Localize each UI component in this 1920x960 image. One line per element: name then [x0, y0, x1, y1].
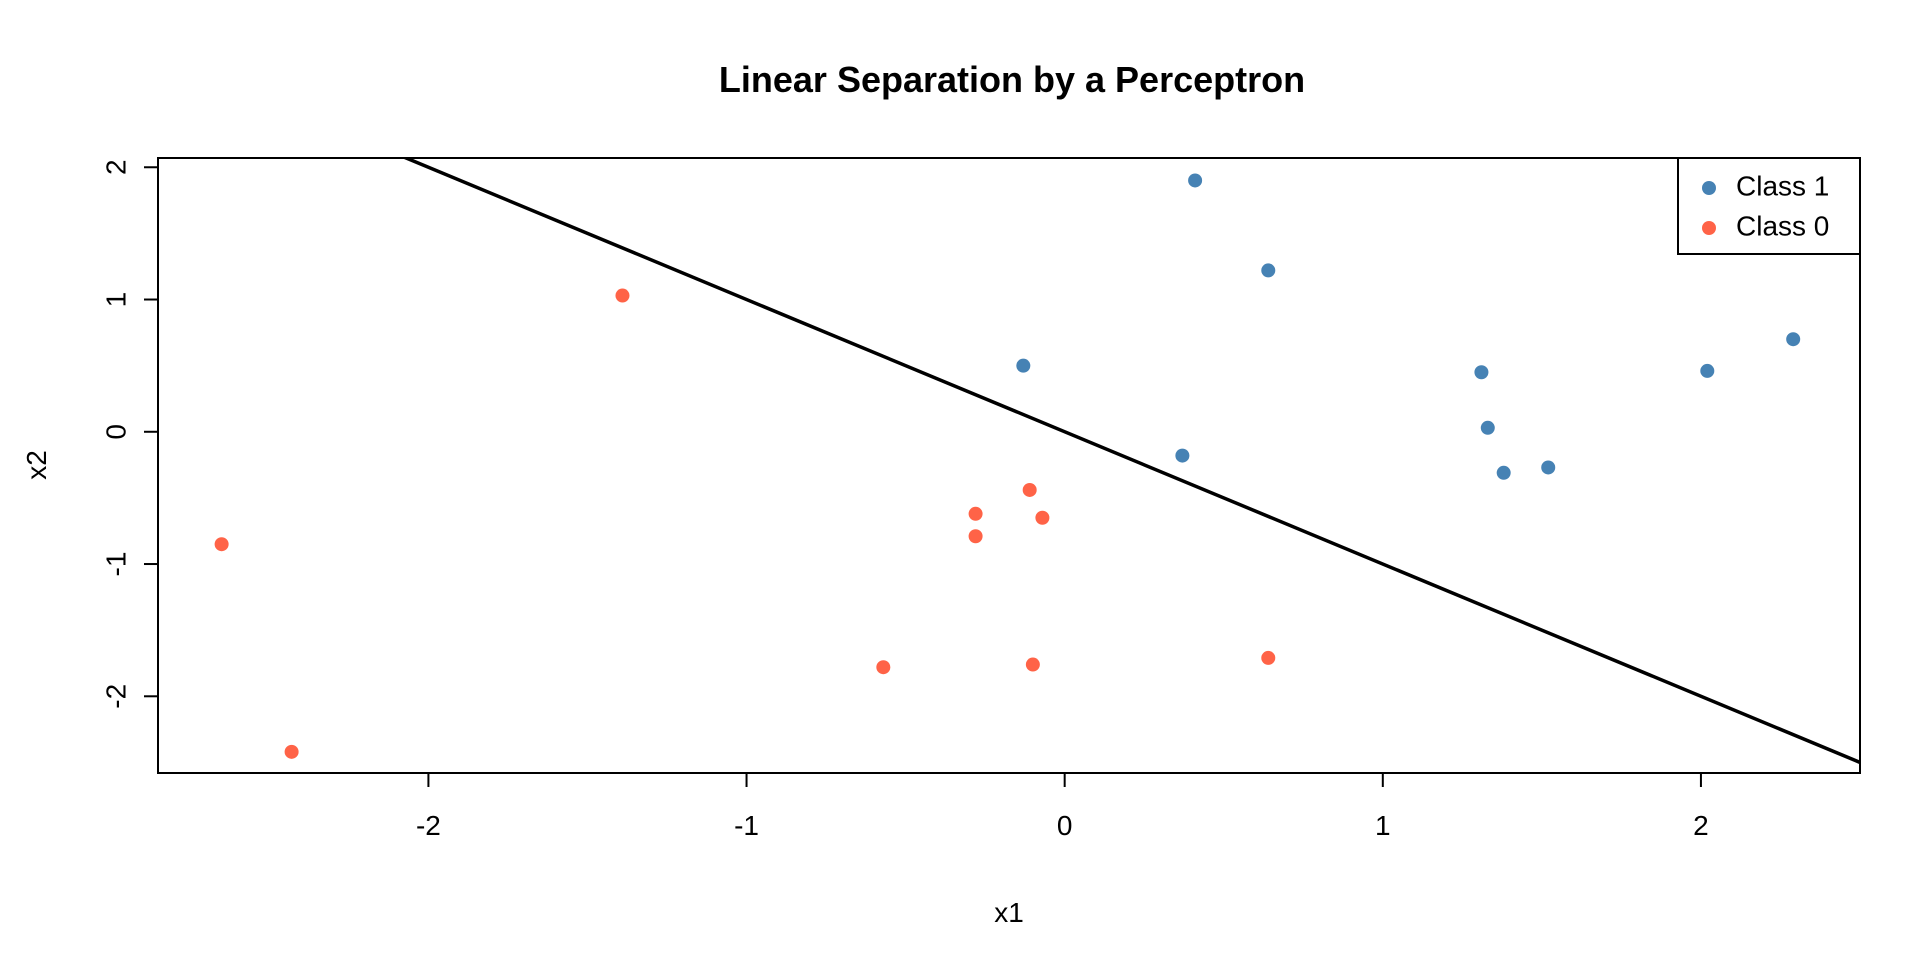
- point-class-1-4: [1474, 365, 1489, 380]
- x-tick-label: -1: [734, 810, 759, 841]
- legend-label-class-0: Class 0: [1736, 210, 1829, 241]
- y-axis: -2 -1 0 1 2: [100, 159, 159, 709]
- y-tick-label: 0: [100, 424, 131, 440]
- points-layer: [214, 173, 1801, 759]
- legend-marker-class-0: [1702, 221, 1716, 235]
- x-tick-label: -2: [416, 810, 441, 841]
- x-tick-label: 1: [1375, 810, 1391, 841]
- point-class-0-9: [1261, 650, 1276, 665]
- point-class-1-9: [1786, 332, 1801, 347]
- y-tick-label: 2: [100, 159, 131, 175]
- x-axis: -2 -1 0 1 2: [416, 772, 1709, 841]
- point-class-0-1: [214, 537, 229, 552]
- point-class-1-2: [1016, 358, 1031, 373]
- point-class-0-3: [876, 660, 891, 675]
- point-class-1-1: [1261, 263, 1276, 278]
- x-tick-label: 0: [1057, 810, 1073, 841]
- decision-boundary-layer: [401, 158, 1860, 765]
- x-axis-label: x1: [994, 897, 1024, 928]
- plot-area-border: [157, 157, 1861, 774]
- y-tick-label: -1: [100, 552, 131, 577]
- y-axis-label: x2: [21, 450, 52, 480]
- point-class-0-6: [1022, 482, 1037, 497]
- point-class-0-2: [284, 744, 299, 759]
- legend-box: [1677, 157, 1861, 255]
- point-class-0-7: [1035, 510, 1050, 525]
- point-class-0-0: [615, 288, 630, 303]
- decision-boundary-line: [401, 158, 1860, 765]
- x-tick-label: 2: [1693, 810, 1709, 841]
- point-class-1-7: [1541, 460, 1556, 475]
- legend-label-class-1: Class 1: [1736, 170, 1829, 201]
- point-class-1-3: [1175, 448, 1190, 463]
- legend: Class 1 Class 0: [1677, 157, 1861, 255]
- y-tick-label: -2: [100, 684, 131, 709]
- point-class-1-6: [1496, 465, 1511, 480]
- point-class-1-5: [1480, 420, 1495, 435]
- point-class-0-5: [968, 529, 983, 544]
- y-tick-label: 1: [100, 292, 131, 308]
- point-class-1-0: [1188, 173, 1203, 188]
- chart-title: Linear Separation by a Perceptron: [719, 59, 1305, 100]
- point-class-0-8: [1025, 657, 1040, 672]
- point-class-0-4: [968, 506, 983, 521]
- legend-marker-class-1: [1702, 181, 1716, 195]
- point-class-1-8: [1700, 363, 1715, 378]
